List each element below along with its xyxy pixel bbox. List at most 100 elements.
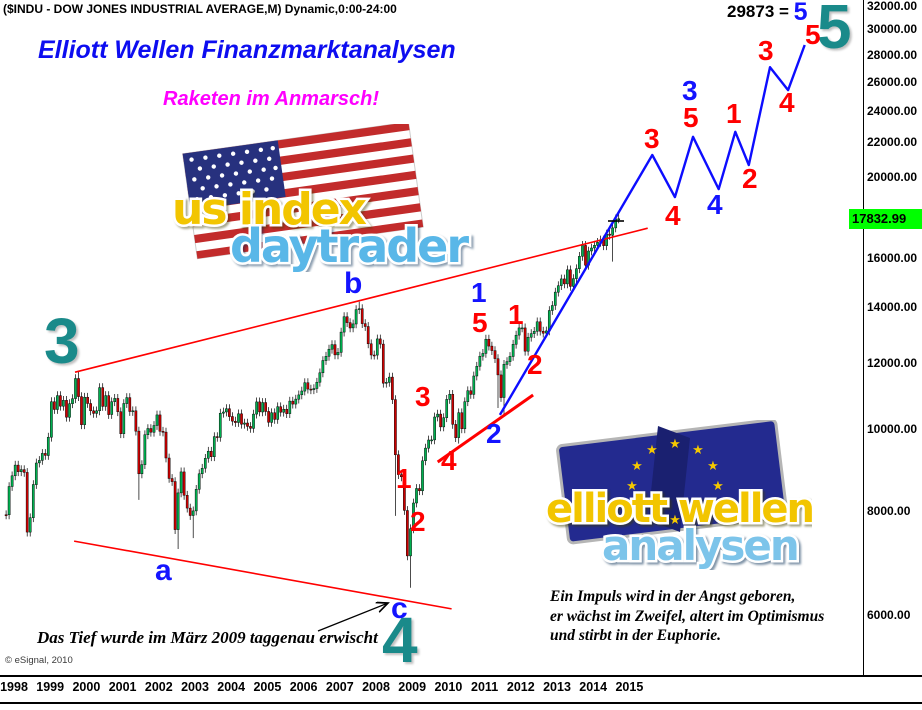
instrument-header: ($INDU - DOW JONES INDUSTRIAL AVERAGE,M)… (3, 2, 397, 16)
candle-body (101, 387, 105, 407)
candle-body (511, 344, 515, 357)
year-label: 2012 (506, 680, 535, 694)
candle-body (412, 502, 415, 530)
year-label: 2007 (325, 680, 354, 694)
candle-body (273, 412, 277, 420)
candle-body (143, 434, 147, 465)
svg-text:★: ★ (626, 479, 638, 494)
wave-label: 2 (486, 418, 502, 449)
candle-body (282, 408, 286, 413)
candle-body (415, 488, 418, 504)
wave-label: 1 (396, 463, 412, 494)
candle-body (270, 412, 273, 423)
year-label: 2001 (108, 680, 137, 694)
wave-label: a (155, 554, 172, 587)
candle-body (31, 484, 35, 518)
candle-body (46, 436, 50, 456)
candle-body (427, 439, 430, 449)
candle-body (611, 227, 614, 236)
candle-body (403, 476, 406, 511)
candle-body (354, 309, 358, 325)
candle-body (107, 395, 111, 415)
candle-body (348, 322, 352, 329)
quote-line-2: er wächst im Zweifel, altert im Optimism… (550, 607, 825, 625)
low-arrow (317, 603, 388, 632)
candle-body (34, 462, 38, 485)
candle-body (472, 375, 476, 395)
candle-body (339, 331, 343, 353)
year-label: 2010 (434, 680, 463, 694)
candle-body (466, 390, 470, 402)
candle-body (318, 372, 322, 383)
price-tick: 12000.00 (867, 355, 918, 370)
candle-body (406, 510, 409, 557)
price-target-value: 29873 = (727, 2, 794, 21)
candle-body (400, 474, 403, 478)
candle-body (258, 401, 261, 413)
candle-body (581, 245, 584, 257)
candle-body (191, 510, 195, 516)
quote-line-3: und stirbt in der Euphorie. (550, 627, 721, 644)
candle-body (110, 401, 114, 415)
price-tick: 30000.00 (867, 22, 918, 37)
candle-body (451, 394, 455, 425)
price-tick: 26000.00 (867, 74, 918, 89)
price-target-annotation: 29873 = 5 (727, 0, 808, 25)
candle-body (593, 245, 596, 249)
candle-body (252, 413, 255, 429)
candle-body (291, 400, 295, 405)
candle-body (74, 378, 77, 399)
candle-body (176, 492, 180, 530)
candle-body (532, 331, 536, 334)
esignal-copyright: © eSignal, 2010 (5, 655, 73, 666)
candle-body (128, 397, 132, 412)
candle-body (95, 410, 98, 414)
candle-body (53, 401, 56, 410)
year-label: 2011 (471, 680, 499, 694)
candle-body (113, 398, 117, 402)
candle-body (68, 403, 71, 418)
year-label: 2004 (217, 680, 246, 694)
year-label: 2002 (144, 680, 173, 694)
candle-body (179, 471, 183, 494)
wave-label: 2 (410, 506, 426, 537)
candle-body (22, 469, 26, 473)
candle-body (575, 268, 578, 279)
candle-body (309, 388, 313, 391)
candle-body (43, 453, 47, 456)
wave-label: 4 (707, 189, 723, 220)
wave-label: b (344, 267, 363, 300)
candle-body (50, 401, 53, 438)
candle-body (161, 431, 165, 433)
candle-body (122, 403, 126, 434)
candle-body (454, 424, 458, 438)
candle-body (71, 398, 74, 404)
year-label: 2000 (72, 680, 101, 694)
candle-body (225, 408, 228, 413)
price-tick: 28000.00 (867, 47, 918, 62)
candle-body (550, 305, 554, 311)
year-label: 2006 (289, 680, 318, 694)
candle-body (137, 430, 141, 475)
candle-body (285, 408, 289, 414)
time-axis-border (0, 702, 922, 704)
candle-body (37, 460, 41, 464)
year-label: 2009 (398, 680, 427, 694)
candle-body (255, 401, 258, 415)
candle-body (351, 323, 355, 329)
candle-body (288, 400, 292, 414)
candle-body (502, 364, 506, 398)
march-2009-low-note: Das Tief wurde im März 2009 taggenau erw… (37, 628, 378, 647)
wave-label: 4 (779, 87, 795, 118)
candle-body (535, 321, 539, 332)
candle-body (563, 278, 566, 285)
candle-body (267, 411, 270, 423)
candle-body (65, 400, 68, 418)
svg-text:★: ★ (631, 459, 643, 474)
candle-body (119, 411, 123, 434)
candle-body (584, 245, 587, 266)
lower-support-line (73, 540, 452, 610)
candle-body (170, 478, 174, 482)
subtitle: Raketen im Anmarsch! (163, 88, 379, 110)
